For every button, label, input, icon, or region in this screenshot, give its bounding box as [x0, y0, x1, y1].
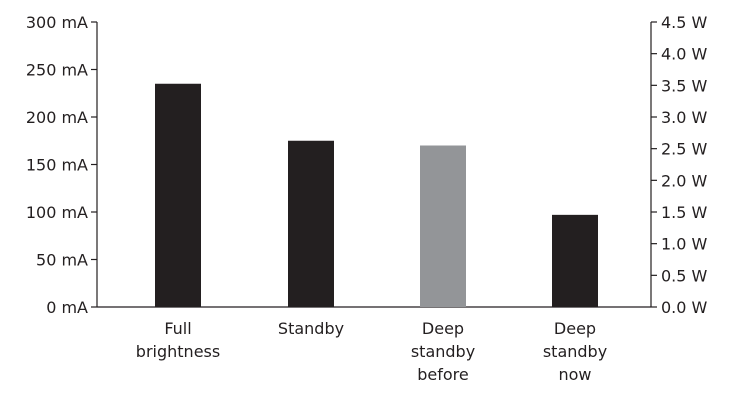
- left-axis-tick-label: 250 mA: [26, 61, 88, 80]
- bar: [155, 83, 201, 307]
- bar: [420, 145, 466, 307]
- bar: [552, 214, 598, 307]
- x-axis-labels: Full brightness Standby Deep standby before De…: [136, 319, 607, 384]
- left-axis-tick-label: 200 mA: [26, 108, 88, 127]
- bars: [155, 83, 598, 307]
- category-label: Full brightness: [136, 319, 220, 361]
- right-axis-tick-label: 4.0 W: [661, 45, 708, 64]
- left-axis-tick-label: 300 mA: [26, 13, 88, 32]
- left-axis-tick-label: 50 mA: [36, 251, 88, 270]
- category-label: Deep standby now: [543, 319, 607, 384]
- left-axis-tick-label: 150 mA: [26, 156, 88, 175]
- right-axis-tick-label: 3.0 W: [661, 108, 708, 127]
- right-axis-tick-label: 2.0 W: [661, 171, 708, 190]
- category-label: Standby: [278, 319, 344, 338]
- left-axis-tick-label: 100 mA: [26, 203, 88, 222]
- right-axis-tick-label: 0.5 W: [661, 266, 708, 285]
- category-label: Deep standby before: [411, 319, 475, 384]
- right-axis-tick-label: 2.5 W: [661, 140, 708, 159]
- left-y-axis: 0 mA 50 mA 100 mA 150 mA 200 mA 250 mA 300 mA: [26, 13, 98, 317]
- left-axis-tick-label: 0 mA: [46, 298, 88, 317]
- right-axis-tick-label: 3.5 W: [661, 76, 708, 95]
- right-y-axis: 0.0 W 0.5 W 1.0 W 1.5 W 2.0 W 2.5 W 3.0 W 3.5 W…: [650, 13, 708, 317]
- bar: [288, 140, 334, 307]
- right-axis-tick-label: 1.5 W: [661, 203, 708, 222]
- right-axis-tick-label: 1.0 W: [661, 235, 708, 254]
- right-axis-tick-label: 0.0 W: [661, 298, 708, 317]
- right-axis-tick-label: 4.5 W: [661, 13, 708, 32]
